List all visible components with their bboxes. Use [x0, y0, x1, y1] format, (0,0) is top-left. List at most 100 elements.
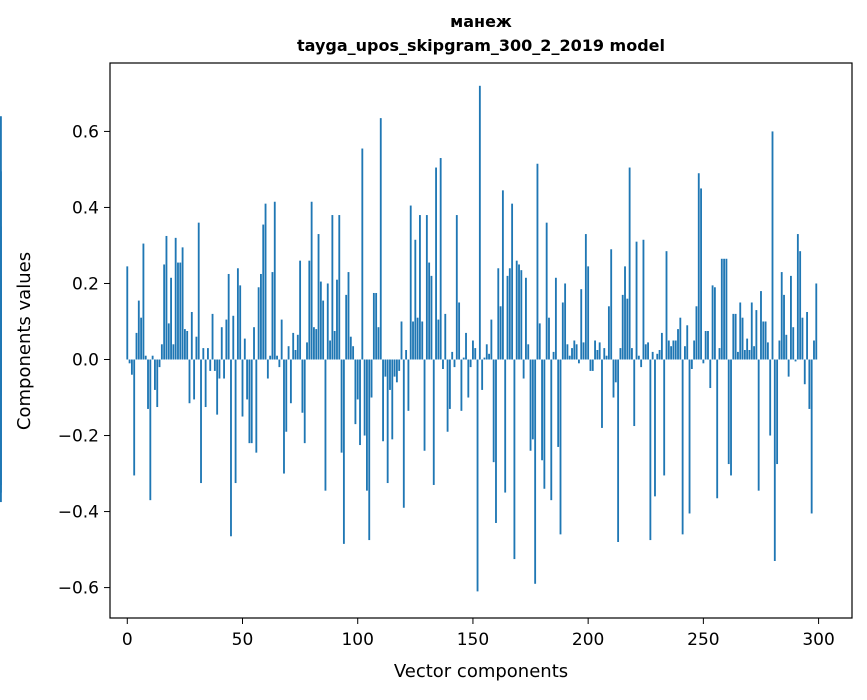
bar-component-93 [340, 359, 343, 453]
bar-component-48 [236, 268, 239, 360]
bar-component-96 [347, 272, 350, 360]
bar-component-194 [573, 340, 576, 360]
plot-area-frame [109, 62, 853, 619]
bar-component-36 [209, 359, 212, 371]
bar-component-147 [465, 332, 467, 360]
bar-component-0 [126, 266, 129, 360]
bar-component-90 [333, 331, 336, 360]
bar-component-201 [589, 359, 592, 371]
bar-component-83 [317, 234, 320, 360]
bar-component-189 [561, 302, 564, 360]
bar-component-233 [663, 359, 666, 476]
bar-component-118 [398, 359, 401, 371]
bar-component-271 [750, 302, 753, 360]
bar-component-283 [778, 340, 781, 360]
bar-component-166 [508, 268, 511, 360]
bar-component-28 [190, 311, 193, 360]
bar-component-238 [674, 340, 677, 360]
bar-component-26 [186, 331, 189, 360]
bar-component-22 [177, 262, 179, 360]
bar-component-187 [557, 359, 560, 447]
bar-component-35 [207, 348, 209, 360]
chart-subtitle: tayga_upos_skipgram_300_2_2019 model [297, 36, 665, 55]
y-axis-label: Components values [14, 252, 35, 430]
bar-component-281 [773, 359, 776, 561]
bar-component-57 [257, 287, 260, 360]
bar-component-268 [743, 350, 746, 360]
bar-component-150 [472, 340, 474, 360]
bar-component-273 [755, 310, 758, 360]
bar-component-143 [455, 215, 458, 360]
bar-component-284 [780, 272, 783, 360]
bar-component-21 [174, 237, 177, 360]
bar-component-170 [518, 264, 520, 360]
y-tick-label: 0.0 [72, 351, 99, 371]
bar-component-208 [605, 355, 608, 360]
bar-component-282 [776, 359, 779, 465]
bar-component-244 [688, 359, 691, 514]
bar-component-256 [716, 359, 719, 499]
bar-component-4 [135, 332, 138, 360]
bar-component-188 [559, 359, 562, 535]
bar-component-211 [612, 359, 615, 398]
bar-component-206 [601, 359, 603, 428]
bar-component-169 [515, 260, 518, 360]
bar-component-175 [529, 359, 532, 451]
bar-component-152 [476, 359, 479, 592]
x-tick-label: 300 [802, 630, 834, 650]
bar-component-190 [564, 283, 567, 360]
bar-component-109 [377, 327, 380, 360]
bar-component-228 [651, 351, 654, 360]
bar-component-157 [488, 353, 490, 360]
bar-component-217 [626, 298, 629, 360]
bar-component-192 [568, 355, 571, 360]
bar-component-193 [571, 348, 573, 360]
bar-component-199 [584, 234, 587, 360]
bar-component-137 [442, 359, 444, 370]
bar-component-80 [310, 201, 313, 360]
bar-component-23 [179, 262, 182, 360]
bar-component-251 [704, 331, 707, 360]
bar-component-124 [412, 321, 414, 360]
bar-component-125 [414, 239, 417, 360]
bar-component-156 [485, 344, 488, 360]
bar-component-116 [393, 359, 396, 377]
bar-component-287 [787, 359, 790, 377]
bar-component-82 [315, 329, 318, 360]
bar-component-58 [260, 273, 262, 360]
bar-component-155 [483, 357, 486, 360]
bar-component-231 [658, 350, 661, 360]
bar-component-68 [283, 359, 285, 474]
bar-component-246 [693, 340, 696, 360]
bar-component-230 [656, 353, 659, 360]
bar-series [0, 85, 818, 592]
bar-component-132 [430, 275, 433, 360]
bar-component-289 [792, 327, 795, 360]
bar-component-270 [748, 350, 751, 360]
bar-component-255 [713, 287, 716, 360]
y-tick-label: −0.2 [58, 427, 99, 447]
bar-component-183 [548, 317, 550, 360]
bar-component-159 [492, 359, 495, 463]
bar-component-140 [448, 359, 451, 409]
bar-component-212 [614, 359, 617, 383]
bar-component-91 [336, 279, 338, 360]
bar-component-232 [660, 332, 663, 360]
bar-component-113 [386, 359, 389, 484]
bar-component-198 [582, 342, 585, 360]
bar-component-72 [292, 332, 295, 360]
bar-component-209 [607, 306, 610, 360]
bar-component-16 [163, 264, 166, 360]
bar-component-undefined [0, 359, 2, 485]
bar-component-53 [248, 359, 251, 444]
x-tick-label: 150 [457, 630, 489, 650]
bar-component-130 [425, 215, 428, 360]
bar-component-234 [665, 251, 668, 360]
bar-component-142 [453, 359, 456, 368]
bar-component-164 [504, 359, 507, 493]
bar-component-70 [287, 346, 290, 360]
bar-component-77 [303, 359, 306, 444]
bar-component-5 [137, 300, 140, 360]
bar-component-114 [389, 359, 391, 390]
